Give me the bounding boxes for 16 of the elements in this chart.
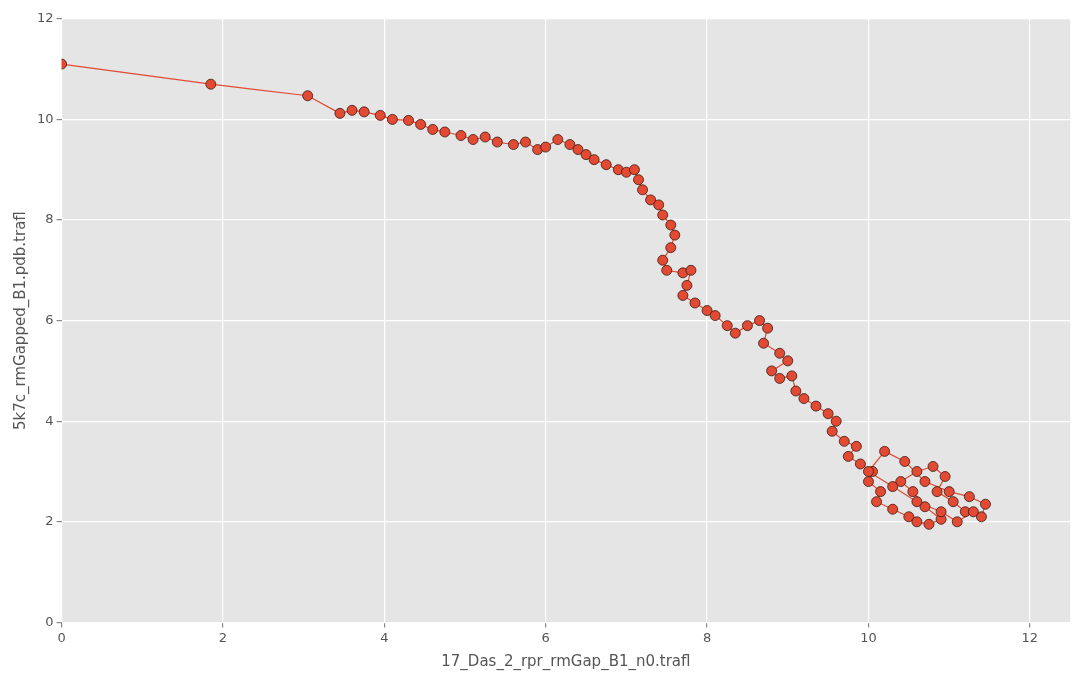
y-axis-title: 5k7c_rmGapped_B1.pdb.trafl <box>10 211 30 430</box>
y-tick-label: 0 <box>45 613 54 629</box>
y-tick-label: 8 <box>45 211 54 227</box>
y-tick-label: 10 <box>37 110 54 126</box>
x-tick-label: 12 <box>1021 629 1039 645</box>
y-tick-label: 12 <box>37 10 54 26</box>
x-tick-label: 2 <box>218 629 228 645</box>
x-tick-label: 4 <box>380 629 389 645</box>
y-tick-label: 2 <box>45 513 54 529</box>
x-tick-label: 0 <box>57 629 66 645</box>
x-tick-label: 8 <box>702 629 712 645</box>
y-tick-label: 6 <box>45 311 54 327</box>
x-axis-title: 17_Das_2_rpr_rmGap_B1_n0.trafl <box>441 651 691 671</box>
y-tick-label: 4 <box>45 412 54 428</box>
x-tick-label: 10 <box>860 629 877 645</box>
x-tick-label: 6 <box>541 629 550 645</box>
